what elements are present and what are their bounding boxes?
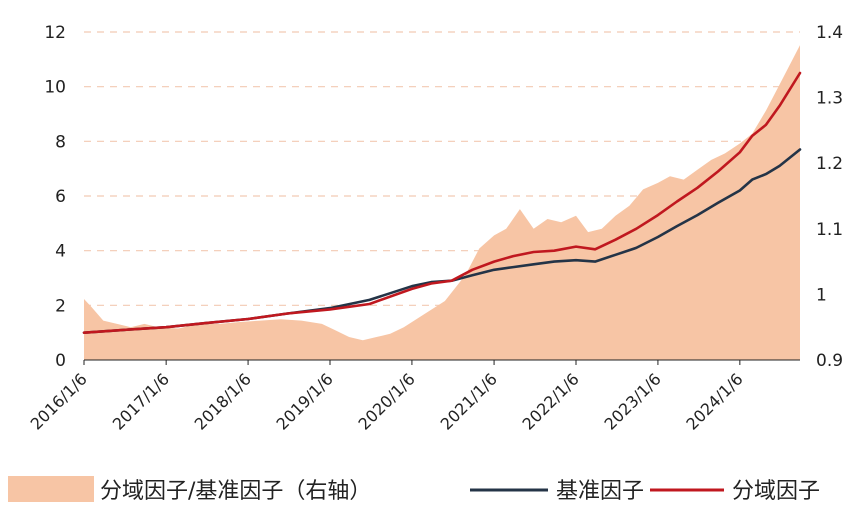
- legend-label-area: 分域因子/基准因子（右轴）: [100, 479, 371, 504]
- x-tick-label: 2024/1/6: [682, 369, 746, 433]
- y-left-tick-label: 4: [55, 242, 66, 262]
- legend-swatch-area: [8, 476, 94, 502]
- y-left-tick-label: 0: [55, 351, 66, 371]
- legend-label-base: 基准因子: [556, 479, 644, 504]
- y-left-tick-label: 6: [55, 187, 66, 207]
- ratio-area-layer: [84, 45, 800, 360]
- factor-lines-layer: [82, 71, 802, 334]
- y-right-tick-label: 1.3: [816, 89, 843, 109]
- y-left-tick-label: 12: [44, 23, 66, 43]
- y-left-tick-label: 10: [44, 78, 66, 98]
- x-tick-label: 2019/1/6: [273, 369, 337, 433]
- y-right-tick-label: 1: [816, 285, 827, 305]
- y-right-tick-label: 0.9: [816, 351, 843, 371]
- split-factor-line: [82, 71, 802, 334]
- x-tick-label: 2021/1/6: [437, 369, 501, 433]
- ratio-area-series: [84, 45, 800, 360]
- x-tick-label: 2022/1/6: [519, 369, 583, 433]
- right-axis: 0.9 1 1.1 1.2 1.3 1.4: [816, 23, 843, 371]
- y-right-tick-label: 1.2: [816, 154, 843, 174]
- x-axis: 2016/1/6 2017/1/6 2018/1/6 2019/1/6 2020/1/6…: [27, 359, 800, 434]
- y-left-tick-label: 2: [55, 296, 66, 316]
- x-tick-label: 2017/1/6: [109, 369, 173, 433]
- legend-label-split: 分域因子: [732, 479, 820, 504]
- x-tick-label: 2023/1/6: [601, 369, 665, 433]
- legend: 分域因子/基准因子（右轴） 基准因子 分域因子: [8, 476, 820, 504]
- x-tick-label: 2016/1/6: [27, 369, 91, 433]
- y-right-tick-label: 1.1: [816, 220, 843, 240]
- y-right-tick-label: 1.4: [816, 23, 843, 43]
- y-left-tick-label: 8: [55, 132, 66, 152]
- x-tick-label: 2018/1/6: [191, 369, 255, 433]
- left-axis: 0 2 4 6 8 10 12: [44, 23, 66, 371]
- x-tick-label: 2020/1/6: [355, 369, 419, 433]
